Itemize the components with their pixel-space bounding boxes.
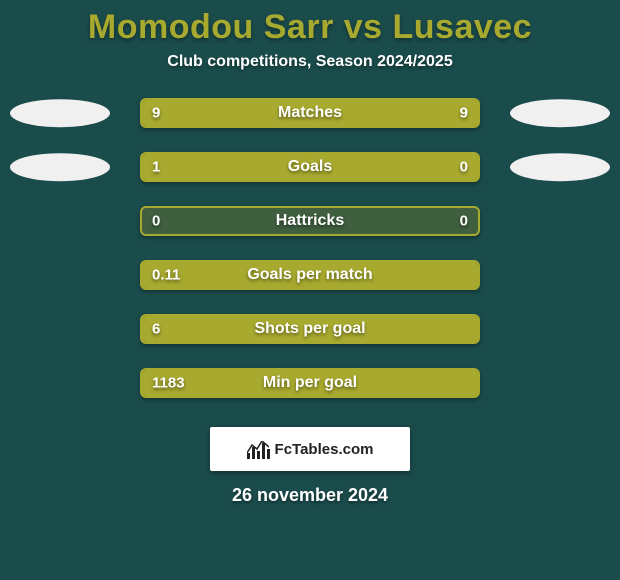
page-title: Momodou Sarr vs Lusavec xyxy=(88,8,532,47)
stat-bar-fill-right xyxy=(310,100,478,126)
stat-bar-fill-left xyxy=(142,154,404,180)
page-subtitle: Club competitions, Season 2024/2025 xyxy=(167,53,452,71)
stat-bar-fill-right xyxy=(404,154,478,180)
stat-row: Min per goal1183 xyxy=(0,363,620,409)
player-marker-right xyxy=(510,153,610,181)
stat-row: Goals per match0.11 xyxy=(0,255,620,301)
stat-bar-fill-left xyxy=(142,316,478,342)
player-marker-left xyxy=(10,153,110,181)
content-root: Momodou Sarr vs Lusavec Club competition… xyxy=(0,0,620,580)
stat-row: Hattricks0 0 xyxy=(0,201,620,247)
stat-bar-track: Min per goal1183 xyxy=(140,368,480,398)
stats-container: Matches99 Goals10 Hattricks0 0 Goals per mat… xyxy=(0,93,620,417)
stat-bar-track: Goals per match0.11 xyxy=(140,260,480,290)
stat-row: Matches99 xyxy=(0,93,620,139)
chart-icon xyxy=(247,439,269,459)
stat-label: Hattricks xyxy=(142,212,478,230)
stat-bar-track: Shots per goal6 xyxy=(140,314,480,344)
stat-value-right: 0 xyxy=(460,213,468,230)
stat-bar-fill-left xyxy=(142,262,478,288)
stat-bar-track: Goals10 xyxy=(140,152,480,182)
player-marker-left xyxy=(10,99,110,127)
stat-bar-track: Matches99 xyxy=(140,98,480,128)
brand-logo[interactable]: FcTables.com xyxy=(210,427,410,471)
footer-date: 26 november 2024 xyxy=(232,485,388,506)
stat-bar-fill-left xyxy=(142,100,310,126)
stat-bar-track: Hattricks0 0 xyxy=(140,206,480,236)
stat-value-left: 0 xyxy=(152,213,160,230)
stat-row: Goals10 xyxy=(0,147,620,193)
stat-bar-fill-left xyxy=(142,370,478,396)
stat-row: Shots per goal6 xyxy=(0,309,620,355)
brand-text: FcTables.com xyxy=(275,441,374,458)
player-marker-right xyxy=(510,99,610,127)
